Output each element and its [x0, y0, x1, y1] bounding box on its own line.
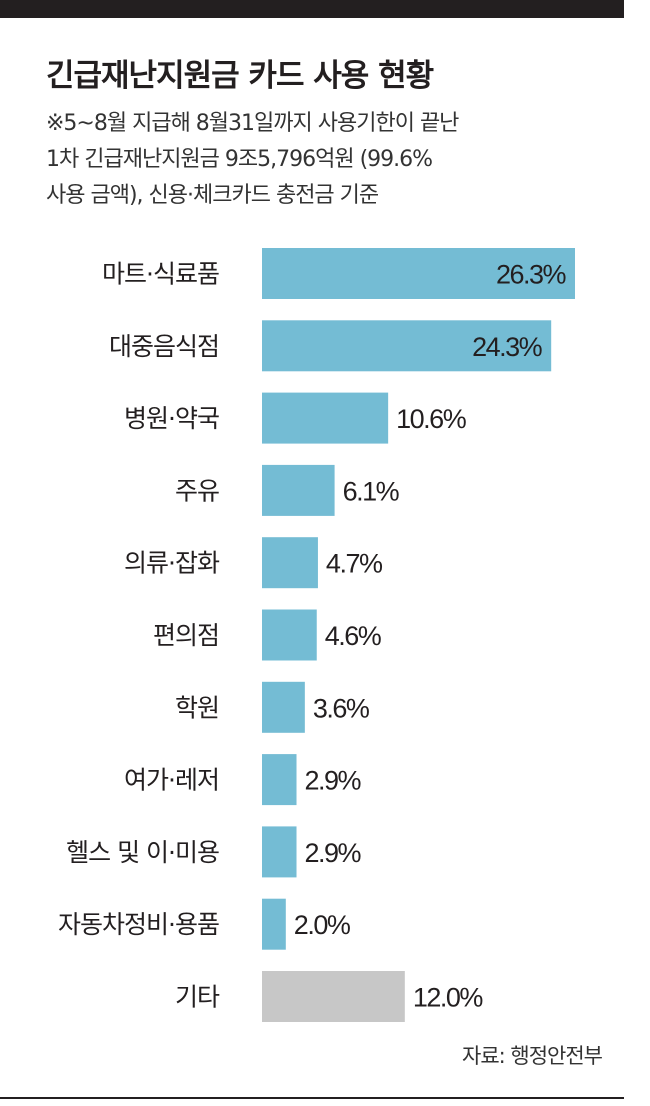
value-label: 26.3% — [496, 260, 567, 290]
bar-3 — [262, 464, 335, 516]
bar-7 — [262, 754, 297, 806]
top-rule — [0, 0, 624, 18]
chart-title: 긴급재난지원금 카드 사용 현황 — [46, 58, 434, 94]
bar-10 — [262, 971, 405, 1022]
bar-5 — [262, 609, 317, 661]
bar-chart: 마트·식료품 26.3% 대중음식점 24.3% 병원·약국 10.6% 주유 6.1% 의류·… — [58, 248, 575, 1022]
value-label: 4.6% — [325, 621, 382, 651]
category-label: 자동차정비·용품 — [58, 910, 219, 939]
value-label: 10.6% — [396, 404, 467, 434]
category-label: 여가·레저 — [124, 766, 219, 795]
value-label: 24.3% — [472, 332, 543, 362]
category-label: 마트·식료품 — [102, 260, 219, 289]
value-label: 3.6% — [313, 693, 370, 723]
category-label: 의류·잡화 — [124, 549, 220, 578]
bar-8 — [262, 826, 297, 878]
category-label: 편의점 — [153, 621, 219, 650]
value-label: 2.9% — [305, 766, 362, 796]
source-note: 자료: 행정안전부 — [462, 1044, 603, 1068]
category-label: 헬스 및 이·미용 — [66, 838, 219, 867]
bar-1 — [262, 320, 552, 372]
value-label: 12.0% — [413, 983, 484, 1013]
chart-subtitle: ※5~8월 지급해 8월31일까지 사용기한이 끝난 1차 긴급재난지원금 9조… — [46, 111, 459, 208]
category-label: 주유 — [175, 476, 219, 505]
category-label: 기타 — [175, 983, 220, 1012]
category-label: 병원·약국 — [124, 404, 219, 433]
value-label: 2.0% — [294, 910, 351, 940]
category-label: 학원 — [175, 693, 219, 722]
value-label: 2.9% — [305, 838, 362, 868]
bottom-rule — [0, 1097, 624, 1099]
bar-9 — [262, 898, 286, 950]
bar-4 — [262, 537, 318, 589]
bar-6 — [262, 681, 305, 733]
bar-0 — [262, 248, 575, 299]
value-label: 6.1% — [343, 476, 400, 506]
value-label: 4.7% — [326, 549, 383, 579]
category-label: 대중음식점 — [109, 332, 219, 361]
bar-2 — [262, 392, 389, 444]
